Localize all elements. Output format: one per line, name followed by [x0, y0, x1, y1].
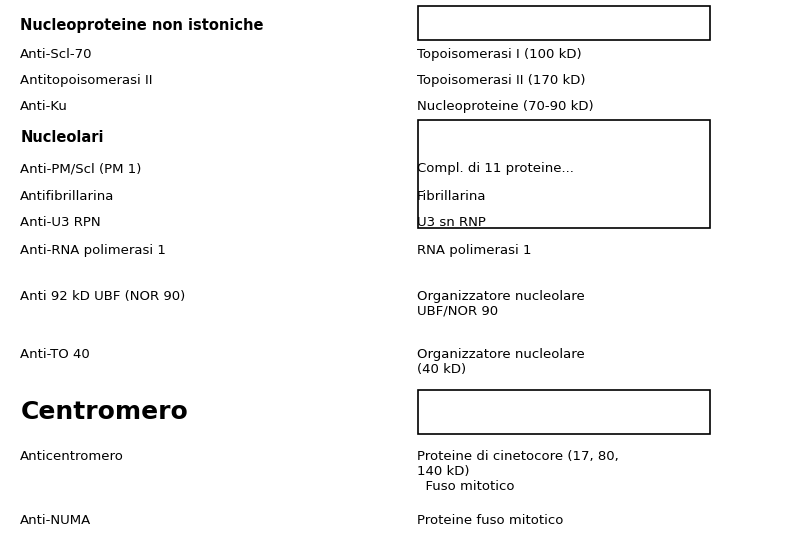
Text: Anti-U3 RPN: Anti-U3 RPN: [20, 216, 101, 229]
Text: Nucleoproteine non istoniche: Nucleoproteine non istoniche: [20, 18, 264, 33]
Text: Anti-RNA polimerasi 1: Anti-RNA polimerasi 1: [20, 244, 166, 257]
Bar: [418, 120, 710, 228]
Text: Anti 92 kD UBF (NOR 90): Anti 92 kD UBF (NOR 90): [20, 290, 185, 303]
Text: Fibrillarina: Fibrillarina: [417, 190, 487, 203]
Text: Anti-TO 40: Anti-TO 40: [20, 348, 90, 361]
Text: RNA polimerasi 1: RNA polimerasi 1: [417, 244, 531, 257]
Text: Anti-Ku: Anti-Ku: [20, 100, 68, 113]
Text: Organizzatore nucleolare
(40 kD): Organizzatore nucleolare (40 kD): [417, 348, 585, 376]
Text: Topoisomerasi II (170 kD): Topoisomerasi II (170 kD): [417, 74, 586, 87]
Text: Antitopoisomerasi II: Antitopoisomerasi II: [20, 74, 153, 87]
Text: Proteine fuso mitotico: Proteine fuso mitotico: [417, 514, 564, 527]
Text: Anticentromero: Anticentromero: [20, 450, 124, 463]
Text: U3 sn RNP: U3 sn RNP: [417, 216, 486, 229]
Text: Anti-Scl-70: Anti-Scl-70: [20, 48, 93, 61]
Text: Anti-NUMA: Anti-NUMA: [20, 514, 92, 527]
Text: Proteine di cinetocore (17, 80,
140 kD)
  Fuso mitotico: Proteine di cinetocore (17, 80, 140 kD) …: [417, 450, 619, 493]
Text: Anti-PM/Scl (PM 1): Anti-PM/Scl (PM 1): [20, 162, 142, 175]
Text: Organizzatore nucleolare
UBF/NOR 90: Organizzatore nucleolare UBF/NOR 90: [417, 290, 585, 318]
Text: Centromero: Centromero: [20, 400, 188, 424]
Bar: [418, 390, 710, 434]
Text: Topoisomerasi I (100 kD): Topoisomerasi I (100 kD): [417, 48, 582, 61]
Bar: [418, 6, 710, 40]
Text: Nucleolari: Nucleolari: [20, 130, 104, 145]
Text: Compl. di 11 proteine...: Compl. di 11 proteine...: [417, 162, 574, 175]
Text: Nucleoproteine (70-90 kD): Nucleoproteine (70-90 kD): [417, 100, 594, 113]
Text: Antifibrillarina: Antifibrillarina: [20, 190, 115, 203]
